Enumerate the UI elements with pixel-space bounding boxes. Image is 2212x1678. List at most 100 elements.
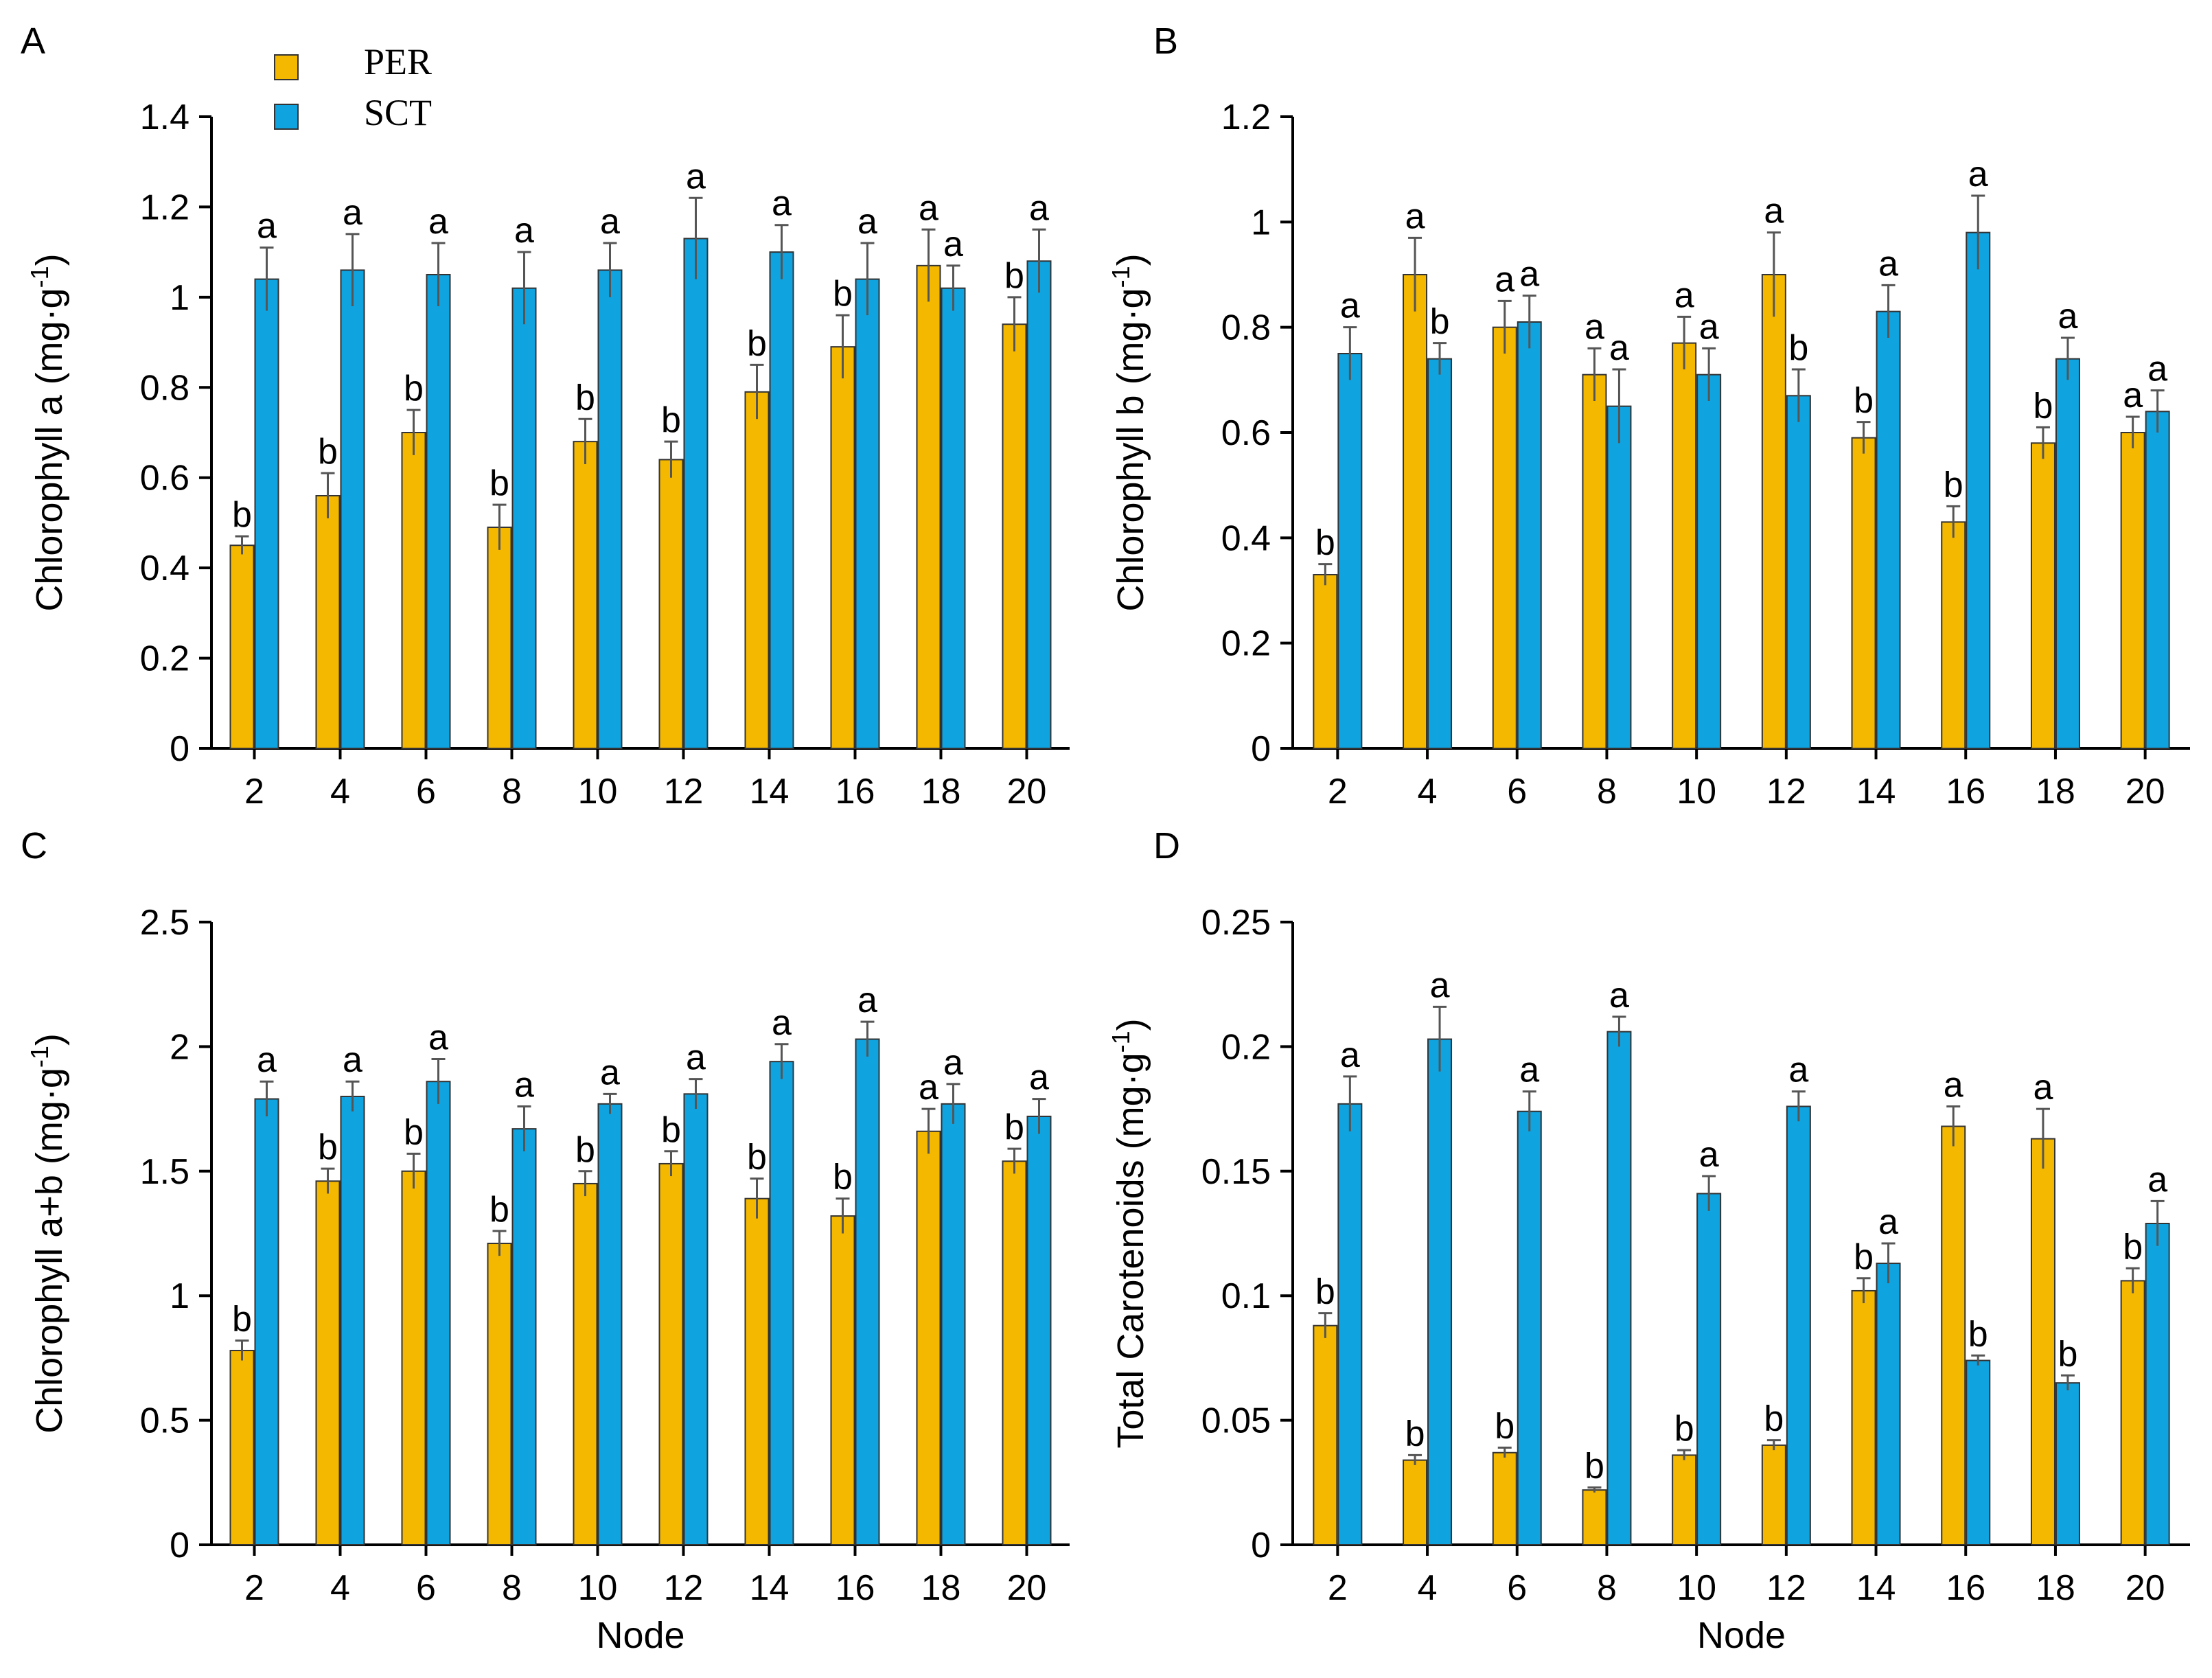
significance-letter: a [857,202,877,242]
y-tick-label: 1.5 [140,1152,189,1192]
significance-letter: a [600,1053,620,1092]
bar-per [229,544,255,749]
bar-sct [597,1103,623,1545]
bar-sct [1876,1263,1901,1545]
x-tick-label: 18 [921,1568,961,1608]
bar-sct [2055,358,2080,749]
bar-per [658,459,684,750]
significance-letter: b [318,432,338,472]
x-tick-label: 4 [1418,772,1438,812]
bar-sct [1337,1103,1363,1545]
significance-letter: a [514,1065,534,1105]
significance-letter: a [257,207,277,246]
y-axis-label: Chlorophyll a+b (mg·g-1) [25,1033,70,1434]
significance-letter: a [1764,192,1784,231]
bar-per [1492,1451,1517,1545]
significance-letter: b [1764,1399,1784,1439]
legend-swatch-per [274,54,299,80]
x-tick-label: 2 [1328,772,1348,812]
y-axis-label: Chlorophyll a (mg·g-1) [25,253,70,611]
significance-letter: a [2033,1068,2053,1107]
significance-letter: b [232,1300,252,1340]
x-tick-label: 6 [1507,1568,1527,1608]
bar-sct [2145,411,2170,749]
significance-letter: a [514,211,534,251]
bar-per [315,495,341,749]
x-tick-label: 12 [1766,772,1806,812]
bar-sct [941,1103,966,1545]
x-tick-label: 6 [416,1568,436,1608]
significance-letter: b [404,1112,424,1152]
bar-sct [683,238,708,749]
bar-sct [769,1061,794,1545]
y-tick-label: 2.5 [140,903,189,943]
significance-letter: b [1004,1107,1024,1147]
bar-sct [254,1098,279,1545]
bar-per [1672,342,1697,749]
significance-letter: b [1430,302,1450,342]
y-tick-label: 0.8 [1221,308,1271,348]
bar-sct [426,1081,451,1545]
bar-sct [855,278,880,750]
significance-letter: b [1944,465,1963,505]
panel-label: D [1153,825,1180,866]
x-tick-label: 10 [578,1568,618,1608]
bar-sct [941,287,966,749]
x-tick-label: 4 [330,772,350,812]
x-tick-label: 16 [836,1568,875,1608]
significance-letter: b [1788,328,1808,368]
significance-letter: a [1029,1058,1049,1098]
significance-letter: b [1405,1414,1425,1453]
y-axis-label-main: Chlorophyll a+b (mg·g [29,1068,70,1434]
bar-sct [1606,405,1632,750]
y-axis-label-sup: -1 [25,266,54,288]
significance-letter: b [1315,523,1335,563]
legend-label-per: PER [364,41,432,82]
significance-letter: a [1609,328,1629,368]
significance-letter: a [428,1018,448,1058]
bar-sct [1606,1031,1632,1545]
significance-letter: a [919,1068,938,1107]
bar-sct [1337,353,1363,749]
significance-letter: b [2058,1334,2077,1374]
significance-letter: b [1495,1407,1514,1447]
x-tick-label: 18 [2036,1568,2075,1608]
y-axis-label-main: Chlorophyll b (mg·g [1110,288,1151,611]
significance-letter: a [1340,286,1360,326]
bar-per [1672,1454,1697,1546]
significance-letter: b [318,1127,338,1167]
bar-per [1941,1125,1966,1545]
bar-per [830,346,855,749]
x-tick-label: 10 [1677,772,1716,812]
significance-letter: b [747,1138,767,1177]
bar-per [1761,1444,1786,1545]
bar-sct [597,269,623,749]
panel-label: C [21,825,47,866]
x-tick-label: 2 [1328,1568,1348,1608]
x-tick-label: 14 [1856,772,1896,812]
x-axis-label: Node [1697,1615,1786,1656]
bar-per [1002,1160,1027,1545]
x-tick-label: 14 [1856,1568,1896,1608]
significance-letter: a [772,184,792,224]
significance-letter: a [1495,260,1514,299]
x-tick-label: 20 [1007,1568,1047,1608]
x-tick-label: 6 [416,772,436,812]
bar-sct [254,278,279,750]
bar-per [1002,323,1027,749]
significance-letter: a [1430,965,1450,1005]
y-tick-label: 1.4 [140,97,189,137]
y-tick-label: 1 [170,1276,189,1316]
legend-label-sct: SCT [364,92,432,133]
significance-letter: b [1315,1272,1335,1312]
bar-sct [683,1093,708,1546]
significance-letter: a [1405,196,1425,236]
y-axis-label: Chlorophyll b (mg·g-1) [1107,253,1151,611]
bar-sct [511,1128,537,1545]
x-tick-label: 18 [921,772,961,812]
significance-letter: b [489,1190,509,1230]
y-tick-label: 0.4 [140,549,189,588]
significance-letter: a [428,202,448,242]
bar-per [401,1170,426,1546]
bar-per [1403,274,1428,749]
